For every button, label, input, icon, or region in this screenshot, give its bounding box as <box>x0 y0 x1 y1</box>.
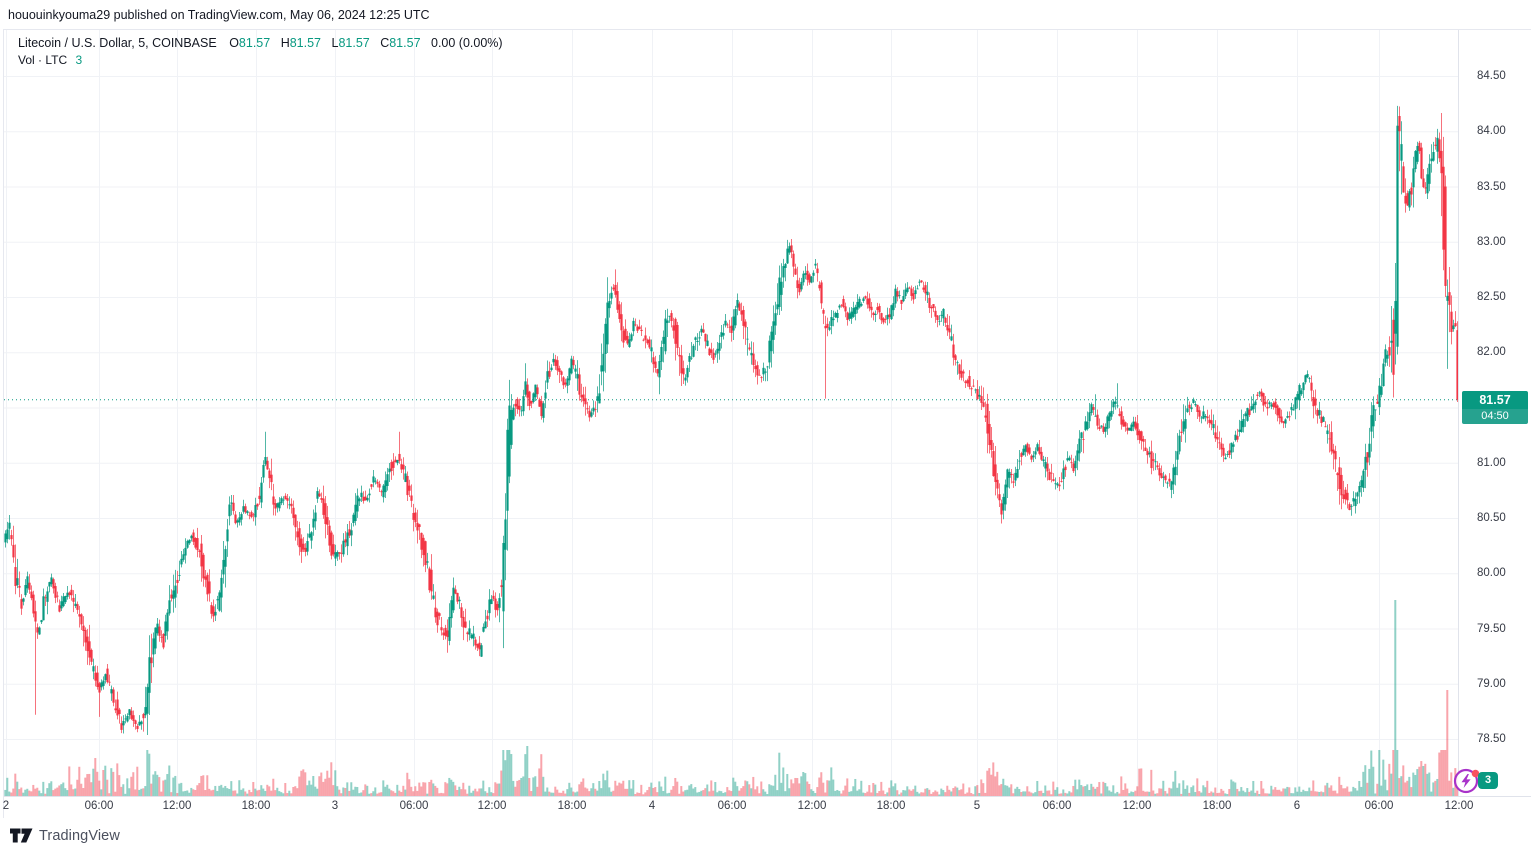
price-axis-label: 82.00 <box>1477 346 1506 359</box>
boost-count-badge: 3 <box>1478 772 1498 789</box>
current-price-value: 81.57 <box>1462 391 1528 409</box>
low-value: 81.57 <box>338 36 370 50</box>
time-axis-label: 18:00 <box>876 800 906 812</box>
symbol-title: Litecoin / U.S. Dollar, 5, COINBASE <box>18 36 217 50</box>
lightning-bolt-icon <box>1461 774 1471 788</box>
tradingview-logo-icon <box>10 828 33 843</box>
time-axis-label: 18:00 <box>1202 800 1232 812</box>
tradingview-logo[interactable]: TradingView <box>10 827 120 844</box>
price-axis-label: 84.00 <box>1477 125 1506 138</box>
price-axis-label: 83.50 <box>1477 180 1506 193</box>
high-value: 81.57 <box>289 36 321 50</box>
price-axis-label: 80.50 <box>1477 512 1506 524</box>
time-axis-label: 06:00 <box>1364 800 1394 812</box>
legend-volume-row: Vol · LTC 3 <box>18 52 503 69</box>
time-axis-label: 4 <box>648 800 656 812</box>
volume-value: 3 <box>75 53 83 67</box>
time-axis-label: 2 <box>2 800 10 812</box>
price-axis-label: 83.00 <box>1477 235 1506 248</box>
price-axis-label: 79.00 <box>1477 677 1506 690</box>
price-axis-label: 84.50 <box>1477 70 1506 82</box>
time-axis-label: 12:00 <box>162 800 192 812</box>
time-axis-label: 3 <box>331 800 339 812</box>
time-axis-label: 12:00 <box>1122 800 1152 812</box>
boost-button[interactable] <box>1450 766 1484 796</box>
close-label: C <box>380 36 390 50</box>
chart-frame: Litecoin / U.S. Dollar, 5, COINBASE O81.… <box>2 29 1532 819</box>
price-axis-label: 82.50 <box>1477 291 1506 303</box>
time-axis-label: 6 <box>1293 800 1301 812</box>
volume-label: Vol · LTC <box>18 53 68 67</box>
countdown-timer: 04:50 <box>1462 409 1528 424</box>
price-axis-label: 81.00 <box>1477 456 1506 469</box>
time-axis-label: 18:00 <box>557 800 587 812</box>
low-label: L <box>331 36 339 50</box>
open-label: O <box>229 36 239 50</box>
symbol-legend: Litecoin / U.S. Dollar, 5, COINBASE O81.… <box>18 35 503 69</box>
price-axis-label: 80.00 <box>1477 567 1506 580</box>
price-axis-label: 79.50 <box>1477 622 1506 635</box>
time-axis-label: 06:00 <box>1042 800 1072 812</box>
legend-ohlc-row: Litecoin / U.S. Dollar, 5, COINBASE O81.… <box>18 35 503 52</box>
time-axis-label: 06:00 <box>399 800 429 812</box>
time-axis-label: 12:00 <box>1444 800 1474 812</box>
candlestick-plot[interactable] <box>4 30 1458 796</box>
change-value: 0.00 (0.00%) <box>431 36 503 50</box>
volume-layer <box>4 600 1458 796</box>
price-axis-label: 78.50 <box>1477 733 1506 745</box>
time-axis-label: 12:00 <box>797 800 827 812</box>
notification-dot <box>1471 769 1480 778</box>
candles-layer <box>4 105 1458 736</box>
time-axis[interactable]: 2 06:00 12:00 18:00 3 06:00 12:00 18:00 4 06:00 12… <box>2 796 1531 819</box>
high-label: H <box>280 36 290 50</box>
attribution-text: hououinkyouma29 published on TradingView… <box>8 8 430 22</box>
tradingview-logo-text: TradingView <box>39 827 120 844</box>
open-value: 81.57 <box>238 36 271 50</box>
time-axis-label: 18:00 <box>241 800 271 812</box>
time-axis-label: 5 <box>973 800 981 812</box>
close-value: 81.57 <box>389 36 421 50</box>
current-price-badge: 81.57 04:50 <box>1462 391 1528 424</box>
time-axis-label: 06:00 <box>717 800 747 812</box>
grid-layer <box>4 30 1458 796</box>
time-axis-label: 12:00 <box>477 800 507 812</box>
time-axis-label: 06:00 <box>84 800 114 812</box>
